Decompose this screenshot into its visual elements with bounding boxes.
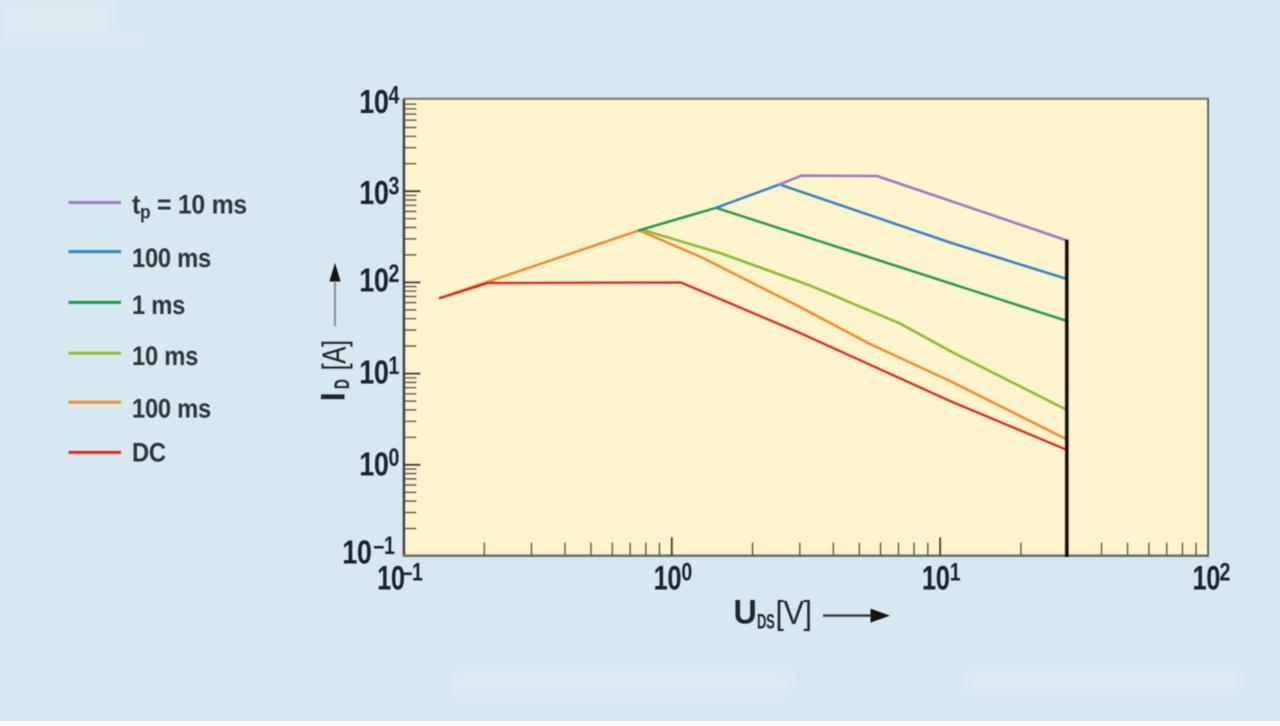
svg-text:I: I: [315, 393, 353, 402]
svg-text:100 ms: 100 ms: [132, 394, 211, 424]
svg-text:100 ms: 100 ms: [132, 244, 211, 274]
svg-text:1: 1: [950, 558, 960, 586]
svg-text:10: 10: [922, 560, 950, 597]
svg-text:DC: DC: [132, 438, 166, 468]
svg-text:10: 10: [359, 355, 388, 391]
svg-text:[V]: [V]: [776, 594, 812, 631]
svg-text:10: 10: [654, 560, 682, 597]
svg-text:4: 4: [389, 81, 400, 109]
svg-text:[A]: [A]: [317, 340, 354, 370]
svg-text:10: 10: [359, 85, 388, 121]
svg-text:tp = 10 ms: tp = 10 ms: [132, 191, 247, 223]
svg-text:10: 10: [342, 535, 371, 571]
svg-text:0: 0: [681, 558, 691, 586]
svg-text:1 ms: 1 ms: [132, 291, 185, 321]
svg-text:10: 10: [359, 447, 388, 483]
svg-text:1: 1: [389, 351, 399, 379]
svg-text:–1: –1: [402, 558, 423, 586]
svg-text:10: 10: [377, 560, 405, 597]
svg-text:2: 2: [389, 260, 399, 288]
svg-text:U: U: [734, 594, 757, 632]
svg-text:2: 2: [1220, 558, 1230, 586]
svg-text:10: 10: [359, 263, 388, 299]
svg-text:3: 3: [389, 172, 399, 200]
svg-text:DS: DS: [757, 609, 774, 633]
svg-text:10: 10: [359, 176, 388, 212]
svg-text:0: 0: [389, 444, 399, 472]
svg-text:10: 10: [1192, 560, 1220, 597]
svg-text:–1: –1: [374, 532, 395, 560]
svg-text:10 ms: 10 ms: [132, 342, 198, 372]
svg-text:D: D: [330, 379, 354, 389]
